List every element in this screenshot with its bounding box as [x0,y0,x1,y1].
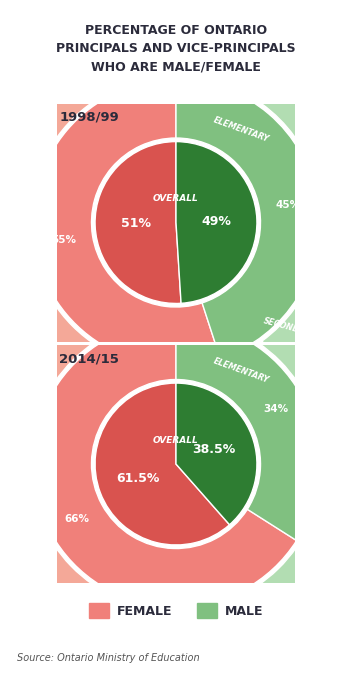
Wedge shape [172,255,352,673]
Wedge shape [176,383,257,524]
Text: 49%: 49% [201,215,231,228]
Wedge shape [0,13,299,432]
Text: 40%: 40% [333,163,352,172]
Text: SECONDARY: SECONDARY [263,316,318,339]
Wedge shape [95,383,230,545]
Text: Source: Ontario Ministry of Education: Source: Ontario Ministry of Education [17,653,200,663]
Text: 38.5%: 38.5% [192,443,235,456]
Text: 60%: 60% [0,273,19,282]
Wedge shape [33,321,297,607]
Text: 45%: 45% [276,199,301,210]
Wedge shape [176,141,257,304]
Text: ELEMENTARY: ELEMENTARY [212,115,270,144]
Text: 51%: 51% [120,217,151,230]
Text: 1998/99: 1998/99 [59,110,119,124]
Wedge shape [33,79,220,365]
Text: 49.7%: 49.7% [0,457,16,467]
Text: OVERALL: OVERALL [153,194,199,204]
Wedge shape [176,79,319,358]
Wedge shape [0,255,176,673]
Text: 61.5%: 61.5% [117,472,160,485]
Wedge shape [176,13,352,392]
Text: SECONDARY: SECONDARY [263,75,318,97]
Legend: FEMALE, MALE: FEMALE, MALE [84,598,268,623]
Wedge shape [176,322,319,540]
Text: ELEMENTARY: ELEMENTARY [212,357,270,385]
Text: 34%: 34% [263,404,288,414]
Wedge shape [95,141,181,304]
Text: 2014/15: 2014/15 [59,352,119,365]
Text: PERCENTAGE OF ONTARIO
PRINCIPALS AND VICE-PRINCIPALS
WHO ARE MALE/FEMALE: PERCENTAGE OF ONTARIO PRINCIPALS AND VIC… [56,24,296,73]
Text: 66%: 66% [64,514,89,524]
Text: OVERALL: OVERALL [153,435,199,445]
Text: 55%: 55% [51,235,76,246]
Text: 50.3%: 50.3% [336,461,352,471]
